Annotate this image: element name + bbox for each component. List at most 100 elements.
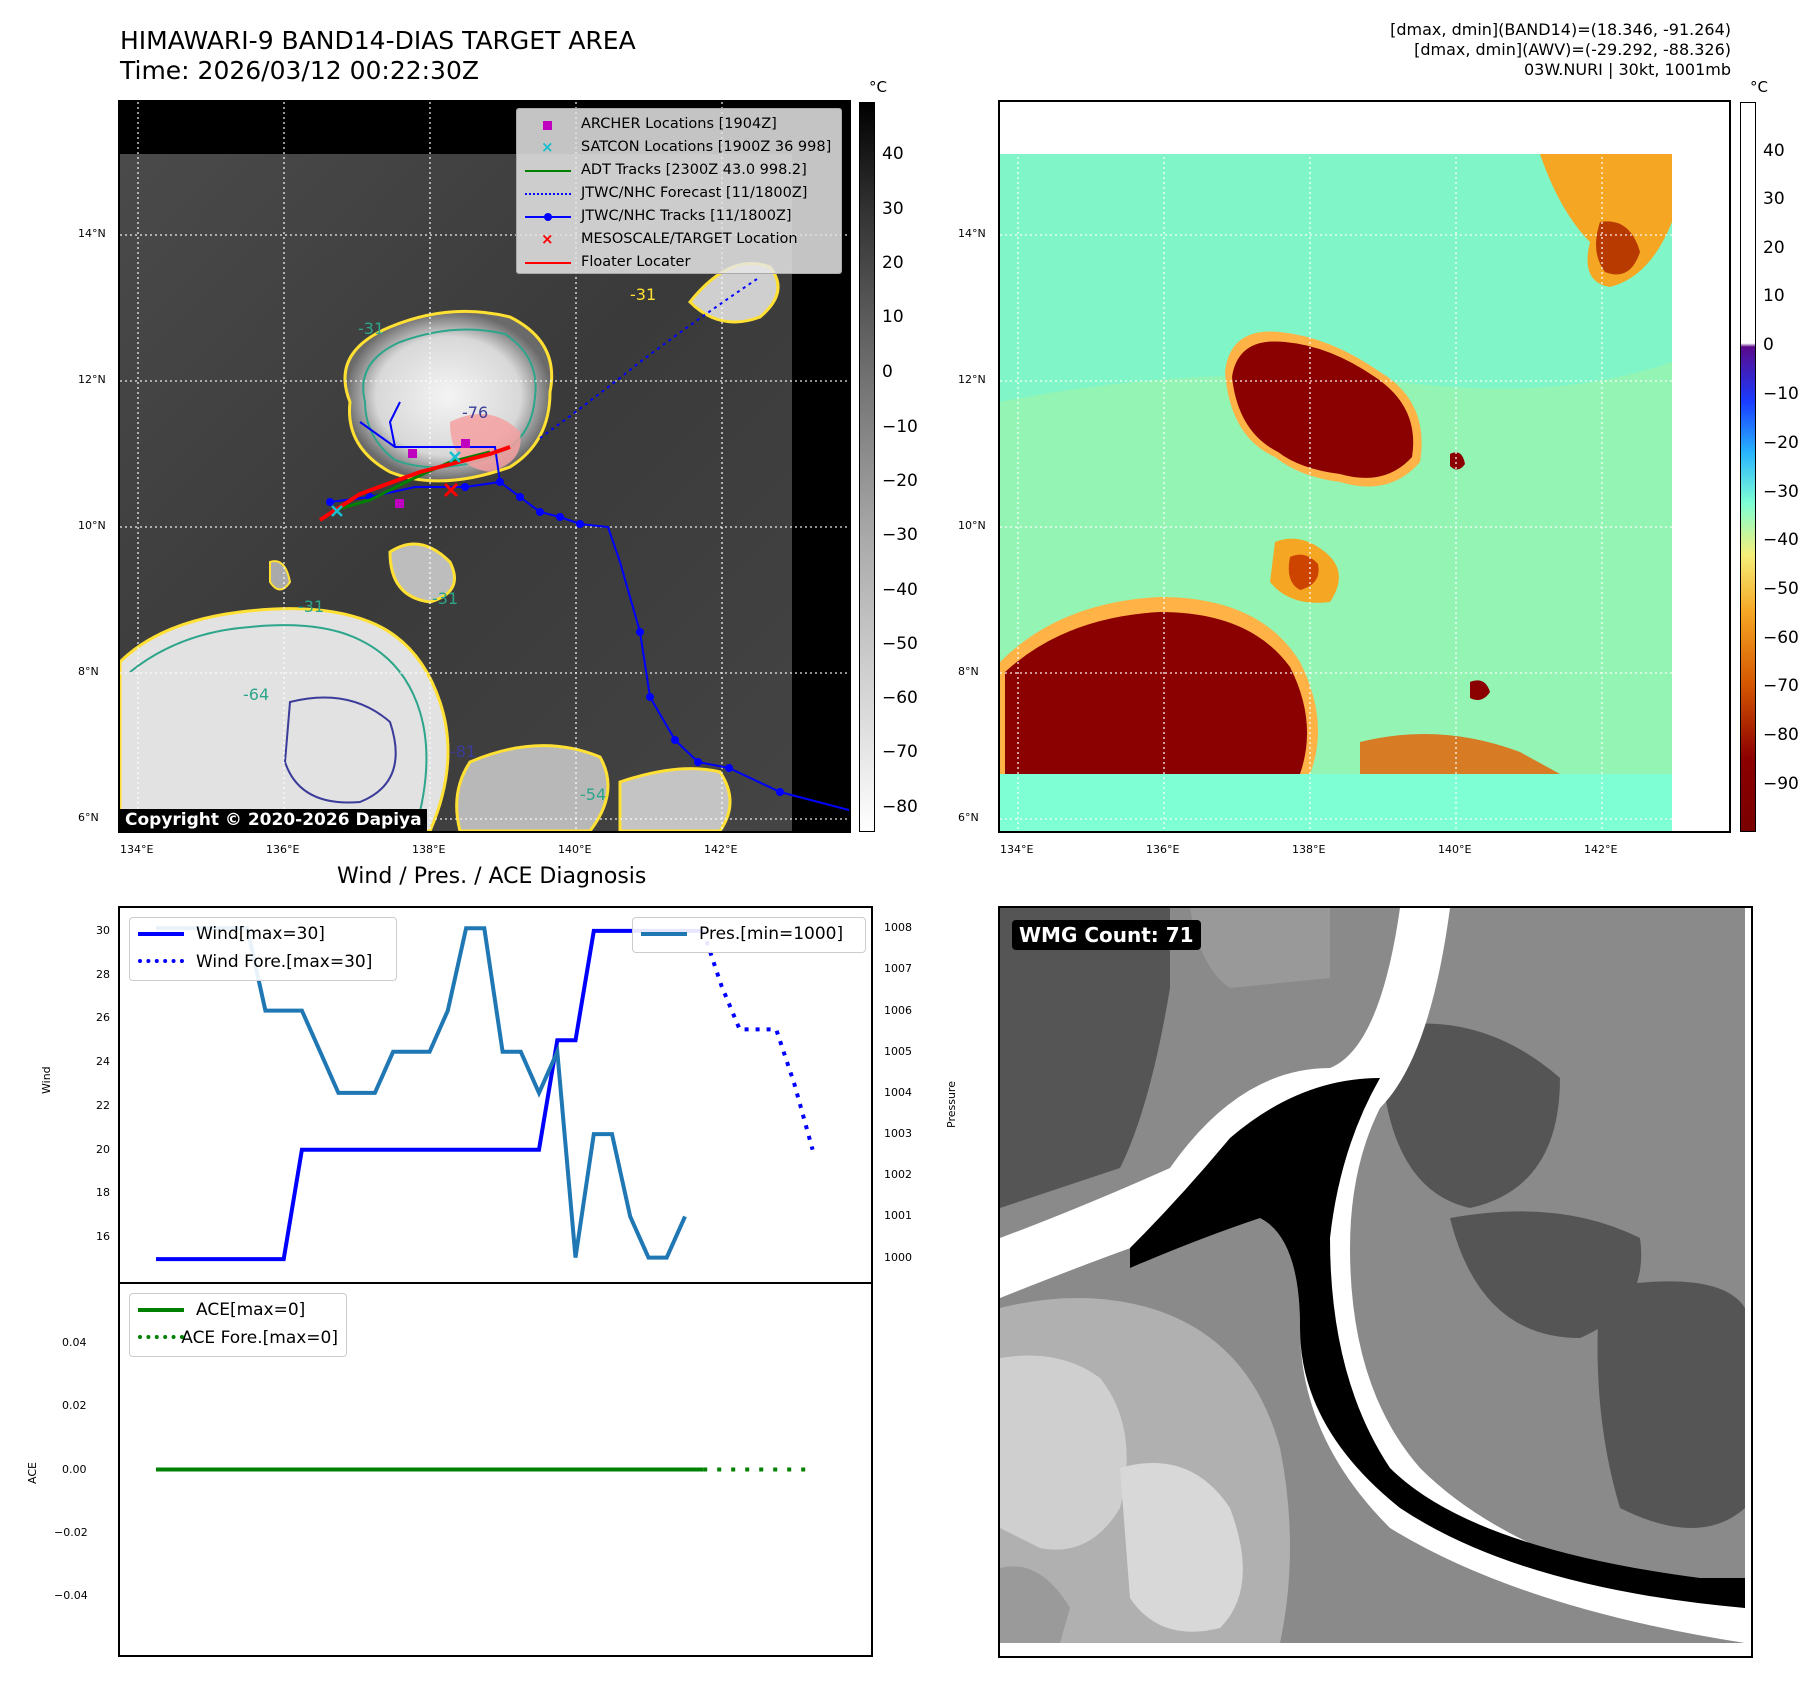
awv-lat-tick: 8°N xyxy=(958,665,979,678)
ace-tick: −0.02 xyxy=(54,1525,88,1539)
legend-item-satcon: × SATCON Locations [1900Z 36 998] xyxy=(541,137,832,156)
pressure-tick: 1006 xyxy=(884,1003,912,1017)
ir-lon-tick: 136°E xyxy=(266,843,300,856)
ir-cb-tick: −60 xyxy=(882,688,918,708)
ace-tick: 0.02 xyxy=(62,1399,87,1413)
wind-axis-label: Wind xyxy=(40,1066,53,1094)
figure-title: HIMAWARI-9 BAND14-DIAS TARGET AREA Time: … xyxy=(120,26,636,86)
awv-colorbar xyxy=(1740,102,1756,832)
awv-lat-tick: 6°N xyxy=(958,811,979,824)
ir-cb-tick: 0 xyxy=(882,362,893,382)
legend-item-jtwc-tracks: JTWC/NHC Tracks [11/1800Z] xyxy=(525,205,833,228)
legend-item-floater: Floater Locater xyxy=(525,251,833,274)
contour-label: -31 xyxy=(432,589,458,608)
wmg-count-label: WMG Count: 71 xyxy=(1012,920,1201,950)
jtwc-track-points xyxy=(326,478,784,796)
ir-lat-tick: 14°N xyxy=(78,227,106,240)
ir-lon-tick: 142°E xyxy=(704,843,738,856)
pressure-tick: 1008 xyxy=(884,921,912,935)
legend-item-archer: ARCHER Locations [1904Z] xyxy=(525,113,833,136)
pressure-tick: 1000 xyxy=(884,1250,912,1264)
ace-plot xyxy=(156,1467,813,1472)
ir-legend: ARCHER Locations [1904Z] × SATCON Locati… xyxy=(516,108,842,274)
ir-lon-tick: 140°E xyxy=(558,843,592,856)
ace-tick: 0.04 xyxy=(62,1336,87,1350)
wind-legend: Wind[max=30] Wind Fore.[max=30] xyxy=(129,917,397,981)
awv-cb-tick: −60 xyxy=(1763,628,1799,648)
ir-cb-tick: 10 xyxy=(882,307,904,327)
ir-map-panel: -31 -31 -31 -64 -81 -76 -31 -54 xyxy=(118,100,851,833)
wind-tick: 16 xyxy=(96,1230,110,1244)
awv-cb-tick: −20 xyxy=(1763,433,1799,453)
ir-cb-tick: −70 xyxy=(882,742,918,762)
ir-colorbar xyxy=(859,102,875,832)
stats-awv: [dmax, dmin](AWV)=(-29.292, -88.326) xyxy=(1414,40,1731,59)
ir-cb-tick: −10 xyxy=(882,417,918,437)
ir-cb-tick: −40 xyxy=(882,580,918,600)
legend-item-jtwc-forecast: JTWC/NHC Forecast [11/1800Z] xyxy=(525,182,833,205)
contour-label: -81 xyxy=(450,742,476,761)
ir-colorbar-unit: °C xyxy=(869,78,887,96)
ir-cb-tick: −20 xyxy=(882,471,918,491)
stats-storm: 03W.NURI | 30kt, 1001mb xyxy=(1523,60,1731,79)
contour-label: -31 xyxy=(358,319,384,338)
wmg-image xyxy=(1000,908,1751,1656)
legend-item-ace: ACE[max=0] xyxy=(138,1296,338,1324)
wind-tick: 22 xyxy=(96,1098,110,1112)
ace-panel: ACE[max=0] ACE Fore.[max=0] xyxy=(118,1282,873,1657)
awv-lon-tick: 142°E xyxy=(1584,843,1618,856)
contour-label: -76 xyxy=(462,403,488,422)
wind-tick: 24 xyxy=(96,1055,110,1069)
pressure-legend: Pres.[min=1000] xyxy=(632,917,866,953)
pressure-tick: 1004 xyxy=(884,1085,912,1099)
awv-colorbar-unit: °C xyxy=(1750,78,1768,96)
legend-item-wind-forecast: Wind Fore.[max=30] xyxy=(138,948,388,976)
ir-lat-tick: 8°N xyxy=(78,665,99,678)
pressure-tick: 1001 xyxy=(884,1209,912,1223)
ir-lon-tick: 138°E xyxy=(412,843,446,856)
ir-cb-tick: −30 xyxy=(882,525,918,545)
awv-lat-tick: 12°N xyxy=(958,373,986,386)
ace-tick: 0.00 xyxy=(62,1462,87,1476)
ace-tick: −0.04 xyxy=(54,1588,88,1602)
awv-lat-tick: 14°N xyxy=(958,227,986,240)
series-line-0 xyxy=(156,928,704,1262)
ir-cb-tick: 30 xyxy=(882,199,904,219)
ir-lat-tick: 6°N xyxy=(78,811,99,824)
awv-cb-tick: −40 xyxy=(1763,530,1799,550)
awv-lon-tick: 140°E xyxy=(1438,843,1472,856)
awv-cb-tick: 40 xyxy=(1763,141,1785,161)
cloud-sw xyxy=(120,607,450,831)
wmg-white-band xyxy=(1000,908,1745,1643)
stats-header: [dmax, dmin](BAND14)=(18.346, -91.264) [d… xyxy=(1390,20,1731,80)
wind-tick: 18 xyxy=(96,1186,110,1200)
satcon-points xyxy=(331,451,461,517)
pressure-axis-label: Pressure xyxy=(945,1081,958,1128)
awv-gridlines xyxy=(1000,102,1729,831)
legend-item-mesoscale: × MESOSCALE/TARGET Location xyxy=(541,229,798,248)
awv-cb-tick: −90 xyxy=(1763,774,1799,794)
legend-item-pressure: Pres.[min=1000] xyxy=(641,920,857,948)
stats-band14: [dmax, dmin](BAND14)=(18.346, -91.264) xyxy=(1390,20,1731,39)
awv-lon-tick: 136°E xyxy=(1146,843,1180,856)
ir-cb-tick: −80 xyxy=(882,797,918,817)
pressure-tick: 1007 xyxy=(884,962,912,976)
pressure-tick: 1002 xyxy=(884,1168,912,1182)
awv-cb-tick: −10 xyxy=(1763,384,1799,404)
awv-map-image xyxy=(1000,102,1729,831)
series-line-1 xyxy=(701,930,815,1151)
ir-cb-tick: 20 xyxy=(882,253,904,273)
legend-item-ace-forecast: ACE Fore.[max=0] xyxy=(138,1324,338,1352)
awv-cb-tick: −30 xyxy=(1763,482,1799,502)
copyright-label: Copyright © 2020-2026 Dapiya xyxy=(120,809,427,831)
wind-tick: 26 xyxy=(96,1011,110,1025)
awv-cb-tick: −70 xyxy=(1763,676,1799,696)
ir-lat-tick: 12°N xyxy=(78,373,106,386)
ace-axis-label: ACE xyxy=(26,1462,39,1484)
wind-pressure-panel: Wind[max=30] Wind Fore.[max=30] Pres.[mi… xyxy=(118,906,873,1284)
pressure-tick: 1005 xyxy=(884,1044,912,1058)
ir-lon-tick: 134°E xyxy=(120,843,154,856)
ir-cb-tick: −50 xyxy=(882,634,918,654)
diagnosis-title: Wind / Pres. / ACE Diagnosis xyxy=(337,864,647,889)
contour-label: -54 xyxy=(580,785,606,804)
